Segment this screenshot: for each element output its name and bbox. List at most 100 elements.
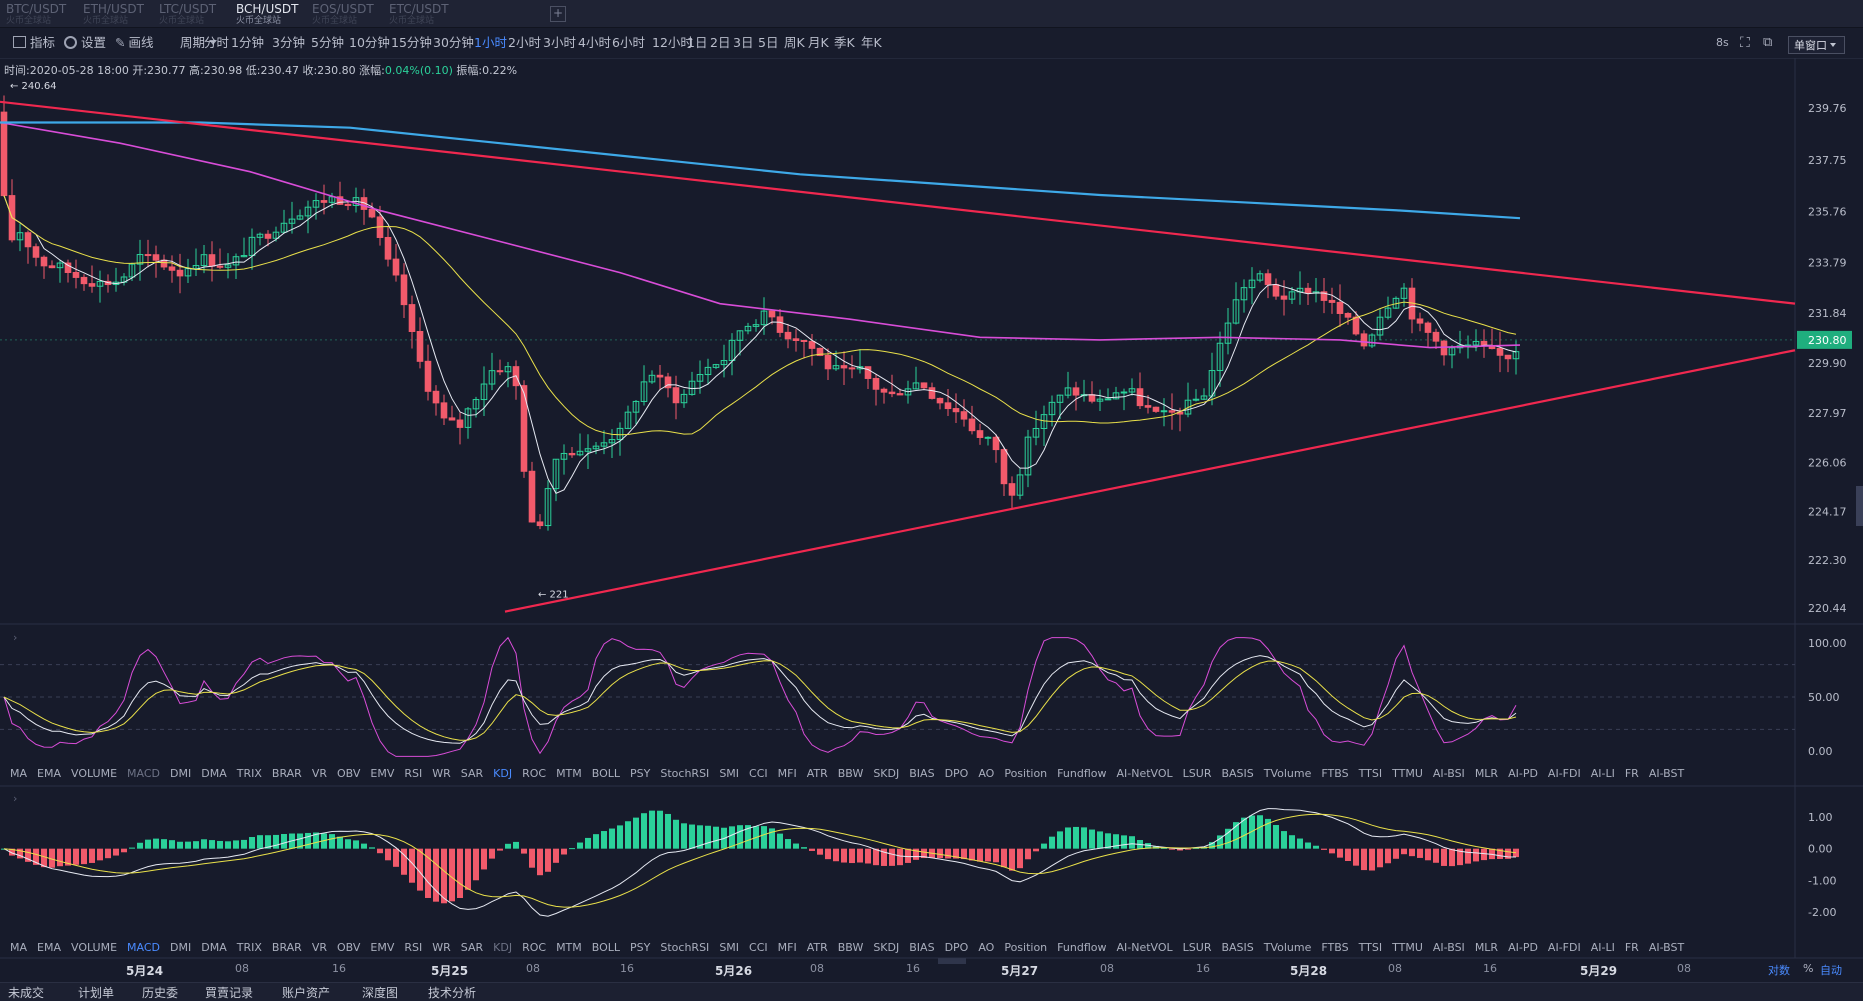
indicator-ai-li[interactable]: AI-LI — [1590, 941, 1615, 954]
period-11[interactable]: 6小时 — [612, 35, 645, 50]
indicator-atr[interactable]: ATR — [806, 767, 828, 780]
indicator-bias[interactable]: BIAS — [909, 767, 935, 780]
indicator-basis[interactable]: BASIS — [1221, 941, 1254, 954]
indicator-volume[interactable]: VOLUME — [70, 941, 118, 954]
bottom-tab-4[interactable]: 账户资产 — [282, 986, 331, 1000]
indicator-bbw[interactable]: BBW — [837, 941, 864, 954]
indicator-dma[interactable]: DMA — [201, 941, 227, 954]
indicator-rsi[interactable]: RSI — [404, 941, 423, 954]
auto-scale-toggle[interactable]: 自动 — [1820, 964, 1842, 977]
indicator-ttsi[interactable]: TTSI — [1358, 767, 1383, 780]
indicator-skdj[interactable]: SKDJ — [873, 941, 900, 954]
indicator-vr[interactable]: VR — [311, 767, 327, 780]
indicator-ma[interactable]: MA — [10, 941, 28, 954]
indicator-dpo[interactable]: DPO — [944, 767, 969, 780]
indicator-ttsi[interactable]: TTSI — [1358, 941, 1383, 954]
indicator-macd[interactable]: MACD — [127, 941, 161, 954]
indicator-wr[interactable]: WR — [432, 767, 451, 780]
indicator-ai-netvol[interactable]: AI-NetVOL — [1116, 941, 1173, 954]
indicator-mlr[interactable]: MLR — [1474, 941, 1499, 954]
indicator-bias[interactable]: BIAS — [909, 941, 935, 954]
indicator-ai-netvol[interactable]: AI-NetVOL — [1116, 767, 1173, 780]
indicators-button[interactable]: 指标 — [13, 28, 55, 58]
indicator-tvolume[interactable]: TVolume — [1263, 767, 1312, 780]
indicator-position[interactable]: Position — [1004, 941, 1048, 954]
indicator-ai-bst[interactable]: AI-BST — [1648, 941, 1685, 954]
tab-ltc-usdt[interactable]: LTC/USDT 火币全球站 — [153, 0, 243, 27]
bottom-tab-3[interactable]: 買賣记录 — [205, 986, 254, 1000]
popout-icon[interactable]: ⧉ — [1763, 35, 1773, 50]
indicator-smi[interactable]: SMI — [719, 941, 740, 954]
indicator-obv[interactable]: OBV — [337, 767, 361, 780]
indicator-brar[interactable]: BRAR — [271, 767, 302, 780]
tab-eth-usdt[interactable]: ETH/USDT 火币全球站 — [77, 0, 167, 27]
indicator-basis[interactable]: BASIS — [1221, 767, 1254, 780]
period-13[interactable]: 1日 — [687, 35, 708, 50]
indicator-ai-fdi[interactable]: AI-FDI — [1547, 941, 1581, 954]
indicator-fundflow[interactable]: Fundflow — [1057, 941, 1107, 954]
indicator-roc[interactable]: ROC — [522, 767, 547, 780]
indicator-emv[interactable]: EMV — [370, 767, 395, 780]
indicator-dmi[interactable]: DMI — [170, 941, 192, 954]
indicator-fr[interactable]: FR — [1624, 767, 1639, 780]
log-scale-toggle[interactable]: 对数 — [1768, 964, 1790, 977]
indicator-ma[interactable]: MA — [10, 767, 28, 780]
bottom-tab-5[interactable]: 深度图 — [362, 986, 399, 1000]
period-14[interactable]: 2日 — [710, 35, 731, 50]
period-5[interactable]: 15分钟 — [391, 35, 432, 50]
indicator-ai-li[interactable]: AI-LI — [1590, 767, 1615, 780]
indicator-fr[interactable]: FR — [1624, 941, 1639, 954]
tab-etc-usdt[interactable]: ETC/USDT 火币全球站 — [383, 0, 473, 27]
indicator-ai-bsi[interactable]: AI-BSI — [1432, 767, 1465, 780]
bottom-tab-0[interactable]: 未成交 — [8, 986, 45, 1000]
indicator-wr[interactable]: WR — [432, 941, 451, 954]
indicator-ao[interactable]: AO — [978, 767, 995, 780]
settings-button[interactable]: 设置 — [64, 28, 106, 58]
panel-collapse-icon[interactable]: › — [13, 631, 17, 644]
indicator-trix[interactable]: TRIX — [236, 767, 262, 780]
percent-scale-toggle[interactable]: % — [1803, 962, 1814, 975]
period-3[interactable]: 5分钟 — [311, 35, 344, 50]
refresh-interval[interactable]: 8s — [1716, 36, 1729, 49]
fullscreen-icon[interactable]: ⛶ — [1740, 35, 1750, 51]
period-9[interactable]: 3小时 — [543, 35, 576, 50]
period-19[interactable]: 季K — [834, 35, 855, 50]
add-tab-button[interactable]: + — [550, 6, 566, 22]
bottom-tab-1[interactable]: 计划单 — [78, 986, 115, 1000]
indicator-dma[interactable]: DMA — [201, 767, 227, 780]
period-16[interactable]: 5日 — [758, 35, 779, 50]
indicator-ema[interactable]: EMA — [37, 941, 61, 954]
indicator-lsur[interactable]: LSUR — [1182, 941, 1212, 954]
tab-eos-usdt[interactable]: EOS/USDT 火币全球站 — [306, 0, 396, 27]
tab-bch-usdt[interactable]: BCH/USDT 火币全球站 — [230, 0, 320, 27]
indicator-ttmu[interactable]: TTMU — [1392, 767, 1423, 780]
period-12[interactable]: 12小时 — [652, 35, 693, 50]
indicator-skdj[interactable]: SKDJ — [873, 767, 900, 780]
indicator-rsi[interactable]: RSI — [404, 767, 423, 780]
indicator-mfi[interactable]: MFI — [777, 767, 797, 780]
indicator-stochrsi[interactable]: StochRSI — [660, 941, 710, 954]
period-20[interactable]: 年K — [861, 35, 882, 50]
indicator-cci[interactable]: CCI — [749, 941, 768, 954]
period-4[interactable]: 10分钟 — [349, 35, 390, 50]
indicator-ao[interactable]: AO — [978, 941, 995, 954]
period-1[interactable]: 1分钟 — [231, 35, 264, 50]
period-7[interactable]: 1小时 — [474, 35, 507, 50]
indicator-brar[interactable]: BRAR — [271, 941, 302, 954]
period-2[interactable]: 3分钟 — [272, 35, 305, 50]
indicator-dpo[interactable]: DPO — [944, 941, 969, 954]
tab-btc-usdt[interactable]: BTC/USDT 火币全球站 — [0, 0, 90, 27]
period-0[interactable]: 分时 — [204, 35, 230, 50]
side-drawer-handle[interactable] — [1856, 486, 1863, 526]
period-6[interactable]: 30分钟 — [433, 35, 474, 50]
period-10[interactable]: 4小时 — [578, 35, 611, 50]
indicator-ai-pd[interactable]: AI-PD — [1508, 941, 1538, 954]
indicator-lsur[interactable]: LSUR — [1182, 767, 1212, 780]
indicator-roc[interactable]: ROC — [522, 941, 547, 954]
indicator-mtm[interactable]: MTM — [556, 941, 582, 954]
indicator-kdj[interactable]: KDJ — [493, 767, 513, 780]
indicator-ai-bst[interactable]: AI-BST — [1648, 767, 1685, 780]
indicator-bbw[interactable]: BBW — [837, 767, 864, 780]
panel-collapse-icon[interactable]: › — [13, 792, 17, 805]
indicator-tvolume[interactable]: TVolume — [1263, 941, 1312, 954]
